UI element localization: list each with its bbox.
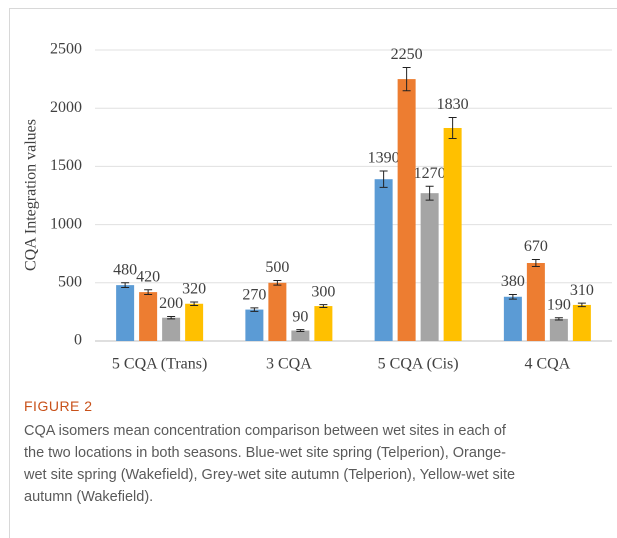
bar bbox=[374, 179, 393, 341]
data-label: 200 bbox=[159, 295, 183, 312]
data-label: 270 bbox=[242, 286, 266, 303]
error-bar bbox=[144, 289, 153, 295]
bar bbox=[397, 79, 416, 341]
x-tick-label: 4 CQA bbox=[524, 356, 570, 373]
error-bar bbox=[531, 259, 540, 268]
y-tick-label: 2000 bbox=[50, 99, 82, 116]
bar bbox=[291, 330, 310, 341]
error-bar bbox=[121, 282, 130, 288]
data-label: 480 bbox=[113, 261, 137, 278]
figure-frame bbox=[9, 8, 617, 538]
data-label: 1830 bbox=[437, 96, 469, 113]
bar bbox=[116, 285, 135, 341]
x-tick-label: 3 CQA bbox=[266, 356, 312, 373]
data-label: 310 bbox=[570, 282, 594, 299]
error-bar bbox=[402, 66, 411, 92]
figure-caption: CQA isomers mean concentration compariso… bbox=[24, 423, 516, 505]
data-label: 670 bbox=[524, 238, 548, 255]
data-label: 190 bbox=[547, 296, 571, 313]
bar bbox=[268, 282, 287, 341]
data-label: 300 bbox=[311, 283, 335, 300]
bar bbox=[572, 304, 591, 341]
y-tick-label: 1500 bbox=[50, 157, 82, 174]
data-label: 320 bbox=[182, 281, 206, 298]
bar bbox=[314, 306, 333, 341]
x-tick-label: 5 CQA (Trans) bbox=[112, 356, 207, 373]
bar bbox=[185, 303, 204, 341]
data-label: 1390 bbox=[368, 150, 400, 167]
bar bbox=[420, 193, 439, 341]
error-bar bbox=[319, 304, 328, 308]
data-label: 90 bbox=[292, 308, 308, 325]
error-bar bbox=[167, 316, 176, 320]
x-tick-label: 5 CQA (Cis) bbox=[378, 356, 459, 373]
bar bbox=[503, 296, 522, 341]
y-tick-label: 2500 bbox=[50, 41, 82, 58]
error-bar bbox=[448, 117, 457, 139]
data-label: 420 bbox=[136, 268, 160, 285]
bar bbox=[443, 127, 462, 341]
data-label: 2250 bbox=[391, 46, 423, 63]
error-bar bbox=[250, 307, 259, 312]
error-bar bbox=[273, 279, 282, 286]
error-bar bbox=[508, 293, 517, 300]
y-axis-title: CQA Integration values bbox=[23, 119, 40, 271]
y-tick-label: 500 bbox=[58, 273, 82, 290]
error-bar bbox=[190, 301, 199, 306]
bar bbox=[139, 292, 158, 341]
data-label: 1270 bbox=[414, 165, 446, 182]
y-tick-label: 1000 bbox=[50, 215, 82, 232]
error-bar bbox=[577, 302, 586, 308]
error-bar bbox=[425, 185, 434, 201]
bar bbox=[162, 317, 181, 341]
bar bbox=[245, 309, 264, 341]
error-bar bbox=[296, 329, 305, 332]
error-bar bbox=[554, 317, 563, 321]
data-label: 380 bbox=[501, 273, 525, 290]
bar bbox=[549, 318, 568, 341]
figure-label: FIGURE 2 bbox=[24, 398, 93, 414]
error-bar bbox=[379, 170, 388, 188]
bar bbox=[526, 263, 545, 341]
data-label: 500 bbox=[265, 259, 289, 276]
chart: CQA Integration values 0 500 1000 1500 2000 2… bbox=[23, 41, 612, 373]
y-tick-label: 0 bbox=[74, 332, 82, 349]
